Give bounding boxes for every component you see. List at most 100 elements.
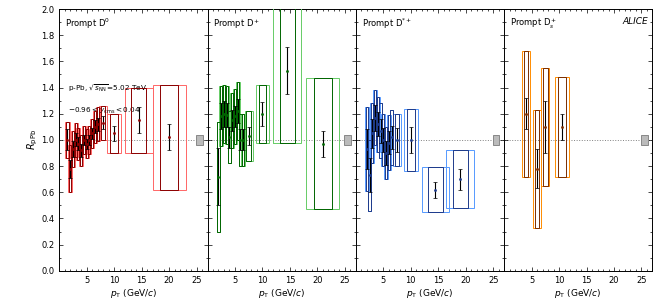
Bar bbox=[404, 109, 418, 171]
Bar bbox=[344, 135, 351, 145]
Bar bbox=[83, 125, 85, 154]
Bar bbox=[111, 114, 118, 153]
Bar bbox=[97, 107, 99, 141]
Bar bbox=[245, 111, 253, 161]
Bar bbox=[259, 85, 266, 143]
Bar bbox=[307, 78, 340, 209]
Bar bbox=[388, 115, 390, 170]
Bar bbox=[226, 86, 228, 144]
Bar bbox=[223, 85, 225, 143]
Bar bbox=[90, 119, 94, 148]
Bar bbox=[219, 86, 223, 147]
Bar bbox=[380, 103, 382, 158]
Bar bbox=[447, 151, 474, 208]
Bar bbox=[236, 82, 240, 140]
Bar bbox=[93, 111, 97, 143]
Bar bbox=[378, 103, 382, 158]
X-axis label: $p_{\mathrm{T}}$ (GeV/$c$): $p_{\mathrm{T}}$ (GeV/$c$) bbox=[109, 287, 157, 300]
Bar bbox=[82, 125, 86, 154]
Text: Prompt D$^+_s$: Prompt D$^+_s$ bbox=[510, 17, 557, 31]
X-axis label: $p_{\mathrm{T}}$ (GeV/$c$): $p_{\mathrm{T}}$ (GeV/$c$) bbox=[406, 287, 454, 300]
Bar bbox=[543, 68, 547, 186]
Bar bbox=[153, 85, 186, 190]
Bar bbox=[125, 88, 153, 153]
Bar bbox=[382, 114, 385, 166]
Bar bbox=[222, 85, 226, 143]
Bar bbox=[384, 127, 388, 179]
Bar bbox=[101, 106, 105, 140]
Bar bbox=[368, 140, 370, 211]
Bar bbox=[377, 97, 379, 152]
Bar bbox=[68, 145, 72, 192]
Bar bbox=[74, 123, 77, 157]
Bar bbox=[240, 114, 241, 166]
Bar bbox=[216, 121, 220, 232]
Bar bbox=[231, 93, 234, 148]
Bar bbox=[535, 110, 540, 228]
Bar bbox=[280, 0, 295, 143]
Bar bbox=[228, 111, 230, 163]
Bar bbox=[533, 110, 542, 228]
Text: ALICE: ALICE bbox=[622, 17, 648, 26]
Bar bbox=[368, 140, 372, 211]
Bar bbox=[542, 68, 549, 186]
Bar bbox=[78, 128, 80, 159]
Bar bbox=[366, 107, 368, 191]
Bar bbox=[132, 88, 146, 153]
Bar bbox=[385, 127, 387, 179]
Bar bbox=[493, 135, 499, 145]
Bar bbox=[99, 106, 107, 140]
Bar bbox=[374, 90, 376, 145]
Bar bbox=[74, 123, 78, 157]
Bar bbox=[255, 85, 269, 143]
Bar bbox=[65, 121, 70, 158]
Bar bbox=[220, 86, 222, 147]
Bar bbox=[274, 0, 301, 143]
Bar bbox=[79, 135, 83, 166]
Bar bbox=[382, 114, 384, 166]
Bar bbox=[522, 51, 530, 177]
Bar bbox=[314, 78, 332, 209]
Bar bbox=[239, 114, 242, 166]
Bar bbox=[88, 125, 90, 154]
Bar bbox=[72, 131, 74, 167]
Bar bbox=[524, 51, 528, 177]
X-axis label: $p_{\mathrm{T}}$ (GeV/$c$): $p_{\mathrm{T}}$ (GeV/$c$) bbox=[555, 287, 602, 300]
Bar bbox=[160, 85, 178, 190]
Bar bbox=[66, 121, 68, 158]
Bar bbox=[387, 115, 391, 170]
Bar bbox=[370, 103, 374, 163]
X-axis label: $p_{\mathrm{T}}$ (GeV/$c$): $p_{\mathrm{T}}$ (GeV/$c$) bbox=[258, 287, 305, 300]
Bar bbox=[641, 135, 647, 145]
Bar bbox=[69, 145, 71, 192]
Bar bbox=[242, 114, 244, 166]
Bar bbox=[453, 151, 468, 208]
Bar bbox=[376, 97, 380, 152]
Bar bbox=[196, 135, 203, 145]
Bar bbox=[393, 114, 401, 166]
Bar bbox=[107, 114, 121, 153]
Bar bbox=[555, 77, 569, 177]
Bar bbox=[407, 109, 415, 171]
Y-axis label: $R_{\mathrm{pPb}}$: $R_{\mathrm{pPb}}$ bbox=[25, 129, 39, 151]
Bar bbox=[390, 110, 393, 165]
Bar bbox=[228, 111, 232, 163]
Bar bbox=[86, 129, 88, 158]
Bar bbox=[71, 131, 75, 167]
Bar bbox=[365, 107, 368, 191]
Text: Prompt D$^0$: Prompt D$^0$ bbox=[65, 17, 110, 31]
Bar bbox=[91, 119, 93, 148]
Bar bbox=[217, 121, 220, 232]
Bar bbox=[80, 135, 82, 166]
Bar bbox=[395, 114, 399, 166]
Bar bbox=[85, 129, 89, 158]
Bar bbox=[94, 111, 96, 143]
Bar bbox=[428, 167, 443, 212]
Text: p-Pb, $\sqrt{s_{\mathrm{NN}}}$=5.02 TeV: p-Pb, $\sqrt{s_{\mathrm{NN}}}$=5.02 TeV bbox=[68, 82, 147, 94]
Bar bbox=[390, 110, 393, 165]
Bar bbox=[241, 114, 245, 166]
Bar bbox=[76, 128, 80, 159]
Bar bbox=[373, 90, 377, 145]
Bar bbox=[233, 89, 237, 144]
Bar bbox=[247, 111, 251, 161]
